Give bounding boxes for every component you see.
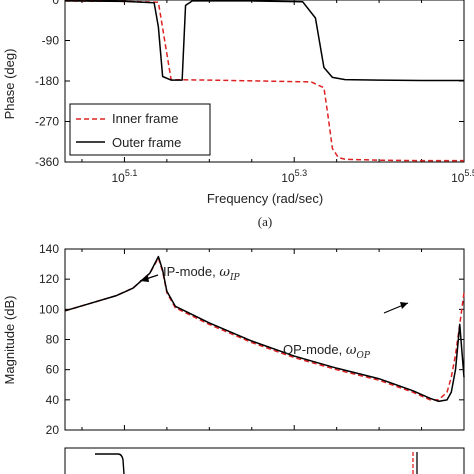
phase-y-ticks: 0 -90 -180 -270 -360 <box>35 0 464 169</box>
omega-op-symbol: ω <box>346 343 357 358</box>
ip-mode-text: IP-mode, <box>163 264 219 279</box>
magnitude-y-tick-label: 80 <box>46 333 60 347</box>
magnitude-y-tick-label: 140 <box>39 242 59 256</box>
phase-series-outer-frame <box>64 0 464 82</box>
magnitude-series-outer-frame <box>64 255 465 403</box>
partial-third-panel <box>64 447 465 474</box>
phase-x-ticks: 105.1 105.3 105.5 <box>81 0 474 185</box>
phase-series <box>64 0 464 162</box>
magnitude-y-tick-label: 20 <box>46 423 60 437</box>
magnitude-x-ticks <box>81 249 465 430</box>
magnitude-y-tick-label: 60 <box>46 363 60 377</box>
magnitude-y-ticks: 20 40 60 80 100 120 140 <box>39 242 464 437</box>
phase-x-tick-label: 105.5 <box>451 168 474 185</box>
magnitude-panel: 20 40 60 80 100 120 140 Magnitude (dB) IP-mode… <box>2 242 465 437</box>
op-mode-text: OP-mode, <box>283 342 346 357</box>
phase-y-axis-label: Phase (deg) <box>2 49 17 120</box>
magnitude-axes-frame <box>64 248 465 431</box>
legend-entry-inner-frame: Inner frame <box>112 111 178 126</box>
phase-panel: 0 -90 -180 -270 -360 105.1 105.3 105.5 Phase (… <box>2 0 474 229</box>
magnitude-y-tick-label: 40 <box>46 393 60 407</box>
op-mode-annotation: OP-mode, ωOP <box>283 302 409 361</box>
svg-text:IP-mode, ωIP: IP-mode, ωIP <box>163 264 241 283</box>
legend-box <box>69 103 211 156</box>
phase-y-tick-label: -360 <box>35 155 59 169</box>
phase-y-tick-label: -90 <box>42 34 60 48</box>
phase-legend: Inner frame Outer frame <box>69 103 211 156</box>
panel-label-a: (a) <box>258 214 272 229</box>
svg-text:OP-mode, ωOP: OP-mode, ωOP <box>283 342 371 361</box>
phase-x-tick-label: 105.1 <box>111 168 137 185</box>
phase-y-tick-label: -180 <box>35 74 59 88</box>
phase-x-tick-label: 105.3 <box>281 168 307 185</box>
magnitude-y-tick-label: 120 <box>39 272 59 286</box>
phase-y-tick-label: 0 <box>52 0 59 7</box>
omega-ip-subscript: IP <box>229 273 241 283</box>
legend-entry-outer-frame: Outer frame <box>112 135 181 150</box>
phase-y-tick-label: -270 <box>35 115 59 129</box>
phase-series-inner-frame <box>64 0 464 162</box>
magnitude-series-inner-frame <box>64 257 465 401</box>
magnitude-series <box>64 255 465 403</box>
phase-x-axis-label: Frequency (rad/sec) <box>207 191 323 206</box>
magnitude-y-axis-label: Magnitude (dB) <box>2 296 17 385</box>
ip-mode-annotation: IP-mode, ωIP <box>139 264 241 283</box>
omega-ip-symbol: ω <box>219 265 230 280</box>
omega-op-subscript: OP <box>356 351 370 361</box>
magnitude-y-tick-label: 100 <box>39 302 59 316</box>
